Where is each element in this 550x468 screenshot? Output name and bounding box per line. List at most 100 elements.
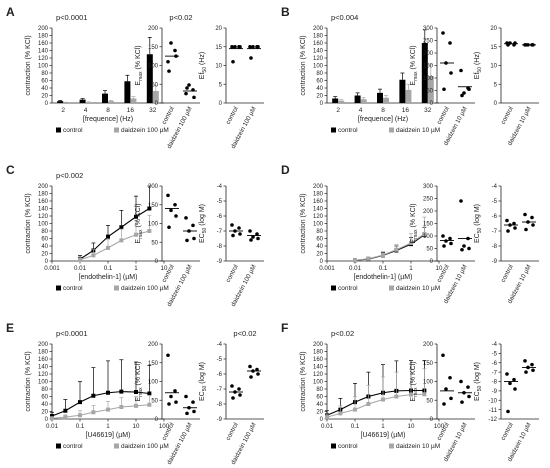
data-point (381, 253, 385, 257)
x-tick-label: 10 (133, 423, 140, 430)
y-tick-label: -7 (492, 229, 498, 235)
x-tick-label: 32 (424, 107, 432, 114)
y-tick-label: 0 (320, 417, 324, 423)
series-line (354, 233, 425, 261)
data-point (409, 241, 413, 245)
x-tick-label: 0.001 (44, 265, 60, 272)
data-point (50, 414, 54, 418)
y-tick-label: 0 (155, 259, 159, 265)
data-point (459, 379, 463, 384)
x-tick-label: 4 (359, 107, 363, 114)
x-tick-label: 0.01 (46, 423, 59, 430)
y-tick-label: 140 (313, 207, 324, 213)
data-point (448, 41, 452, 45)
bar (405, 89, 412, 103)
data-point (467, 246, 471, 251)
data-point (169, 41, 173, 45)
series-line (51, 391, 150, 417)
data-point (249, 238, 253, 242)
data-point (442, 244, 446, 248)
x-tick-label: control (161, 106, 176, 126)
y-tick-label: -8 (217, 244, 223, 250)
y-tick-label: -7 (217, 387, 223, 393)
y-tick-label: 150 (423, 222, 434, 228)
y-tick-label: 0 (45, 101, 49, 107)
y-tick-label: -8 (492, 244, 498, 250)
bar (383, 97, 389, 103)
data-point (134, 232, 138, 237)
p-value: p<0.02 (233, 329, 256, 338)
legend-marker (331, 285, 336, 291)
bar (338, 100, 345, 103)
data-point (255, 232, 259, 236)
y-tick-label: 80 (316, 71, 323, 77)
data-point (167, 225, 171, 230)
data-point (531, 223, 535, 227)
panel-letter: D (281, 163, 290, 177)
x-tick-label: 16 (402, 107, 410, 114)
data-point (422, 392, 427, 397)
y-tick-label: 300 (423, 184, 434, 190)
panel-letter: A (6, 5, 15, 19)
y-tick-label: 180 (38, 350, 49, 356)
panel-c: C020406080100120140160180200contraction … (6, 163, 264, 308)
x-axis-label: [endothelin-1] (µM) (79, 274, 138, 281)
y-tick-label: -9 (217, 259, 223, 265)
data-point (459, 68, 463, 73)
y-tick-label: 20 (215, 26, 222, 32)
data-point (366, 402, 371, 406)
y-tick-label: 80 (41, 71, 48, 77)
x-axis-label: [U46619] (µM) (361, 432, 406, 439)
y-tick-label: 200 (38, 26, 49, 32)
x-tick-label: 10 (161, 265, 168, 272)
y-tick-label: -5 (217, 357, 223, 363)
panel-letter: C (6, 163, 15, 177)
y-tick-label: 140 (313, 365, 324, 371)
x-tick-label: control (225, 422, 240, 442)
x-tick-label: 4 (84, 107, 88, 114)
data-point (442, 87, 446, 92)
y-axis-label: Emax (% KCl) (410, 45, 419, 85)
bar (332, 98, 339, 103)
legend-label: daidzein 100 µM (121, 285, 169, 292)
y-tick-label: 160 (38, 199, 49, 205)
data-point (508, 381, 512, 386)
y-tick-label: -6 (492, 214, 498, 220)
data-point (248, 229, 252, 233)
data-point (467, 394, 471, 399)
data-point (119, 405, 124, 409)
data-point (524, 227, 528, 232)
y-axis-label: contraction (% KCl) (25, 35, 32, 95)
data-point (530, 215, 534, 220)
p-value: p<0.004 (331, 13, 358, 22)
y-tick-label: 100 (38, 64, 49, 70)
x-tick-label: control (500, 264, 515, 284)
y-tick-label: 60 (316, 79, 323, 85)
data-point (231, 396, 235, 400)
y-tick-label: -9 (217, 417, 223, 423)
y-tick-label: 200 (423, 51, 434, 57)
y-tick-label: -5 (492, 352, 498, 358)
x-tick-label: 16 (127, 107, 135, 114)
y-tick-label: 250 (423, 197, 434, 203)
y-axis-label: EC50 (log M) (199, 362, 208, 401)
data-point (422, 232, 427, 236)
y-tick-label: 10 (490, 64, 497, 70)
data-point (233, 44, 237, 49)
data-point (248, 44, 252, 49)
data-point (192, 409, 196, 414)
y-tick-label: 50 (426, 398, 433, 404)
y-axis-label: Ef50 (Hz) (474, 52, 483, 79)
data-point (173, 48, 177, 53)
data-point (524, 370, 528, 374)
y-tick-label: 20 (41, 410, 48, 416)
x-axis-label: [frequence] (Hz) (358, 116, 408, 123)
data-point (513, 387, 517, 391)
y-tick-label: 200 (148, 342, 159, 348)
y-tick-label: 0 (155, 101, 159, 107)
y-tick-label: 100 (313, 64, 324, 70)
x-tick-label: 0.1 (104, 265, 113, 272)
data-point (166, 353, 170, 358)
panel-d: D020406080100120140160180200contraction … (281, 163, 539, 305)
